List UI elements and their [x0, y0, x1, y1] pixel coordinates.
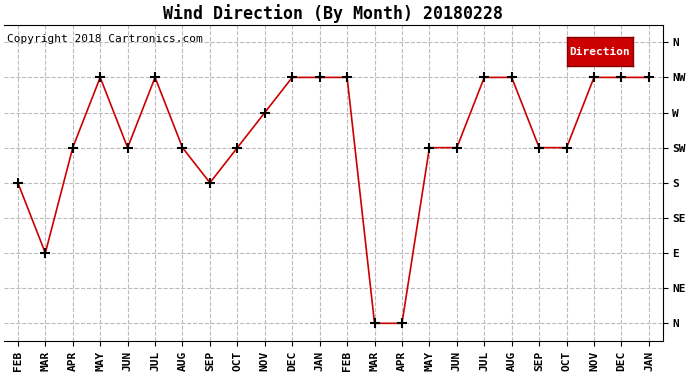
Title: Wind Direction (By Month) 20180228: Wind Direction (By Month) 20180228 [164, 4, 504, 23]
Text: Copyright 2018 Cartronics.com: Copyright 2018 Cartronics.com [8, 34, 204, 44]
